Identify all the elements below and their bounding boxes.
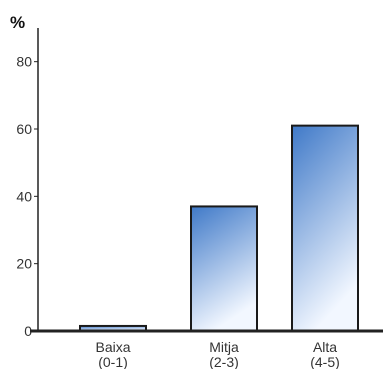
bar xyxy=(190,205,258,332)
y-tick-label: 80 xyxy=(16,54,32,70)
y-tick-label: 0 xyxy=(24,323,32,339)
y-axis-unit-label: % xyxy=(10,13,25,32)
y-tick-label: 20 xyxy=(16,256,32,272)
x-category-label: Alta xyxy=(313,339,337,355)
x-category-label: Mitja xyxy=(209,339,239,355)
x-category-sublabel: (0-1) xyxy=(98,354,128,369)
y-axis: 0 20 40 60 80 xyxy=(16,28,39,339)
bar xyxy=(291,124,359,332)
y-tick-label: 40 xyxy=(16,188,32,204)
x-category-label: Baixa xyxy=(95,339,130,355)
bars xyxy=(79,124,359,333)
x-category-sublabel: (4-5) xyxy=(310,354,340,369)
x-axis: Baixa(0-1) Mitja(2-3) Alta(4-5) xyxy=(30,329,383,369)
y-tick-label: 60 xyxy=(16,121,32,137)
x-category-sublabel: (2-3) xyxy=(209,354,239,369)
